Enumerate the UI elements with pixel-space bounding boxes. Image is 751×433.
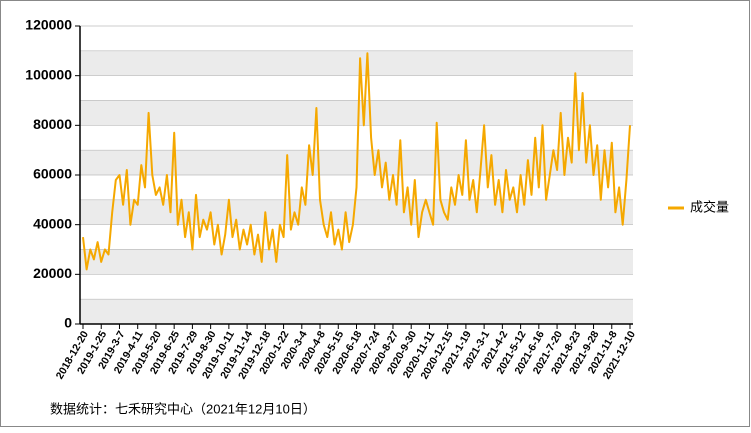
grid-band bbox=[80, 299, 633, 324]
y-tick-label: 100000 bbox=[25, 66, 72, 82]
grid-band bbox=[80, 50, 633, 76]
y-tick-label: 40000 bbox=[33, 215, 72, 231]
y-tick-label: 120000 bbox=[25, 17, 72, 33]
line-series bbox=[82, 52, 631, 271]
source-note: 数据统计：七禾研究中心（2021年12月10日） bbox=[50, 401, 316, 416]
grid-band bbox=[80, 100, 633, 126]
y-tick-label: 80000 bbox=[33, 116, 72, 132]
y-tick-label: 0 bbox=[64, 315, 72, 331]
y-tick-label: 20000 bbox=[33, 265, 72, 281]
grid-band bbox=[80, 199, 633, 225]
legend-label: 成交量 bbox=[690, 199, 729, 214]
y-tick-label: 60000 bbox=[33, 166, 72, 182]
grid-band bbox=[80, 249, 633, 275]
